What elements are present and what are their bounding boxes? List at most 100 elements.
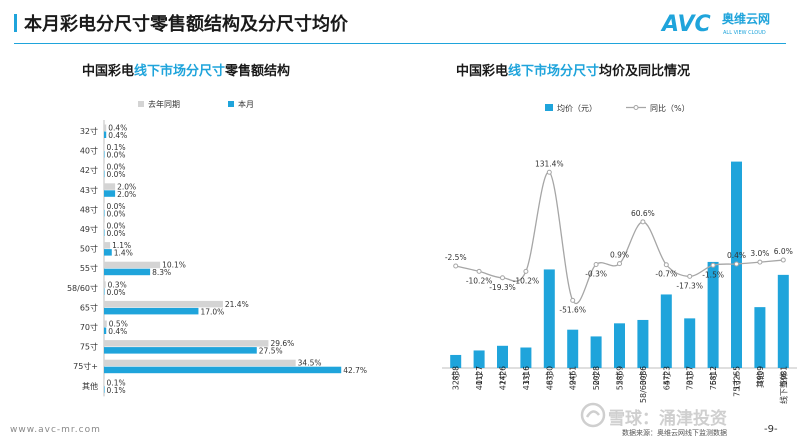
bar-last-year — [104, 144, 105, 151]
left-chart-title: 中国彩电线下市场分尺寸零售额结构 — [82, 60, 290, 79]
yoy-point — [476, 268, 482, 274]
logo-tagline: ALL VIEW CLOUD — [723, 30, 766, 36]
data-label-this-month: 17.0% — [200, 307, 224, 316]
bar-this-month — [104, 366, 342, 374]
bar-this-month — [104, 229, 105, 236]
price-bar — [614, 323, 625, 368]
price-bar — [590, 336, 602, 368]
yoy-label: -19.3% — [489, 283, 516, 292]
bar-this-month — [104, 288, 105, 295]
legend-label-avg-price: 均价（元） — [557, 103, 597, 113]
price-bar — [567, 329, 579, 368]
data-label-this-month: 0.4% — [108, 327, 127, 336]
category-label: 线下整体 — [778, 372, 788, 404]
bar-last-year — [104, 300, 223, 308]
data-label-this-month: 1.4% — [114, 249, 133, 258]
avc-logo-icon: AVC 奥维云网 ALL VIEW CLOUD — [660, 11, 770, 37]
category-label: 其他 — [82, 381, 98, 391]
right-chart-title: 中国彩电线下市场分尺寸均价及同比情况 — [456, 60, 690, 79]
bar-last-year — [104, 242, 111, 249]
bar-this-month — [104, 209, 105, 217]
price-bar — [497, 345, 508, 368]
data-label-last-year: 0.0% — [107, 163, 126, 172]
yoy-label: -10.2% — [466, 276, 493, 285]
price-bar — [707, 261, 719, 368]
price-value-label: 3187 — [686, 366, 695, 385]
category-label: 58/60寸 — [67, 283, 98, 293]
bar-this-month — [104, 190, 116, 197]
bar-last-year — [104, 202, 105, 210]
page-number: -9- — [764, 424, 778, 435]
right-title-prefix: 中国彩电 — [456, 64, 509, 79]
bar-this-month — [104, 151, 105, 158]
category-label: 49寸 — [568, 372, 578, 390]
yoy-point — [757, 259, 763, 265]
category-label: 42寸 — [498, 372, 508, 390]
yoy-point — [453, 263, 459, 269]
price-bar — [660, 294, 672, 368]
category-label: 75寸 — [80, 342, 98, 352]
data-label-last-year: 1.1% — [112, 241, 131, 250]
data-label-last-year: 0.1% — [107, 143, 126, 152]
left-title-prefix: 中国彩电 — [82, 64, 135, 79]
bar-this-month — [104, 131, 107, 138]
yoy-point — [710, 262, 716, 268]
legend-marker-yoy — [633, 105, 639, 110]
yoy-label: -0.7% — [655, 270, 677, 279]
data-label-this-month: 0.1% — [107, 386, 126, 395]
price-bar — [450, 354, 462, 368]
category-label: 70寸 — [80, 322, 98, 332]
data-label-this-month: 42.7% — [343, 366, 367, 375]
yoy-label: -1.5% — [702, 270, 724, 279]
snowball-icon — [580, 402, 606, 428]
data-label-last-year: 2.0% — [117, 182, 136, 191]
legend-label-last-year: 去年同期 — [148, 99, 180, 109]
price-value-label: 4723 — [662, 366, 671, 385]
price-value-label: 6812 — [709, 366, 718, 385]
yoy-point — [663, 262, 669, 268]
legend-swatch-avg-price — [545, 104, 553, 111]
watermark-text: 雪球：涌津投资 — [608, 409, 727, 429]
watermark: 雪球：涌津投资 — [580, 402, 780, 430]
data-label-this-month: 0.0% — [107, 229, 126, 238]
title-accent-mark — [14, 14, 17, 32]
legend-swatch-last-year — [138, 101, 144, 107]
data-label-this-month: 27.5% — [259, 347, 283, 356]
logo-brand: 奥维云网 — [722, 11, 770, 26]
price-value-label: 3086 — [639, 366, 648, 385]
data-source: 数据来源：奥维云网线下监测数据 — [622, 429, 727, 437]
yoy-label: 0.9% — [610, 251, 629, 260]
yoy-label: 131.4% — [535, 159, 564, 168]
category-label: 75寸 — [708, 372, 718, 390]
category-label: 50寸 — [80, 244, 98, 254]
left-title-suffix: 零售额结构 — [225, 64, 291, 79]
yoy-point — [617, 261, 622, 267]
data-label-last-year: 0.5% — [109, 320, 128, 329]
category-label: 55寸 — [615, 372, 625, 390]
yoy-label: -0.3% — [585, 269, 607, 278]
yoy-label: 0.4% — [727, 251, 746, 260]
data-label-last-year: 0.0% — [107, 222, 126, 231]
category-label: 55寸 — [80, 263, 98, 273]
category-label: 其他 — [755, 372, 765, 388]
category-label: 58/60寸 — [638, 372, 648, 403]
data-label-last-year: 21.4% — [225, 300, 249, 309]
yoy-label: 60.6% — [631, 209, 655, 218]
legend-label-this-month: 本月 — [238, 99, 254, 109]
category-label: 70寸 — [685, 372, 695, 390]
bar-last-year — [104, 281, 106, 288]
price-bar — [684, 318, 696, 368]
category-label: 42寸 — [80, 165, 98, 175]
price-bar — [637, 319, 649, 368]
price-value-label: 5981 — [779, 366, 788, 385]
data-label-last-year: 0.0% — [107, 202, 126, 211]
bar-this-month — [104, 249, 112, 256]
bar-this-month — [104, 170, 105, 178]
bar-last-year — [104, 320, 107, 327]
yoy-label: -2.5% — [445, 253, 467, 262]
category-label: 43寸 — [80, 185, 98, 195]
bar-last-year — [104, 183, 116, 190]
category-label: 75寸+ — [73, 361, 98, 371]
bar-last-year — [104, 124, 107, 131]
